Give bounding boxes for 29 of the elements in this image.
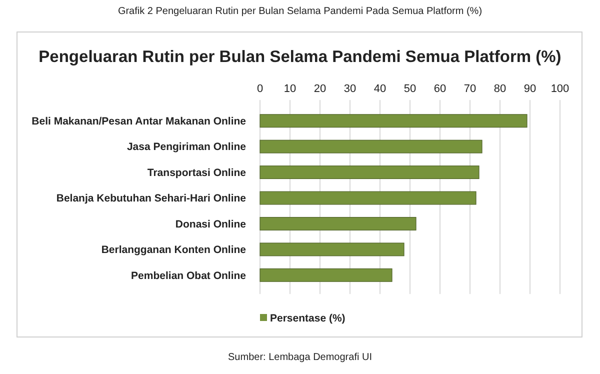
text: Sumber: Lembaga Demografi UI	[228, 352, 372, 363]
x-tick-label: 20	[314, 83, 326, 95]
x-tick-label: 40	[374, 83, 386, 95]
x-tick-label: 60	[434, 83, 446, 95]
y-tick-label: Transportasi Online	[147, 166, 246, 179]
bar	[260, 191, 476, 205]
y-tick-label: Jasa Pengiriman Online	[126, 141, 246, 154]
y-tick-label: Donasi Online	[175, 218, 246, 230]
y-tick-label: Belanja Kebutuhan Sehari-Hari Online	[56, 192, 246, 205]
chart-title: Pengeluaran Rutin per Bulan Selama Pandemi Semua Platform (%)	[38, 48, 562, 66]
y-tick-label: Beli Makanan/Pesan Antar Makanan Online	[32, 116, 246, 128]
legend-label: Persentase (%)	[270, 312, 346, 325]
x-tick-label: 10	[284, 83, 296, 95]
bar	[260, 216, 416, 230]
bar	[260, 166, 480, 180]
x-tick-label: 0	[256, 83, 264, 95]
y-tick-label: Pembelian Obat Online	[131, 270, 246, 282]
chart-subtitle: Grafik 2 Pengeluaran Rutin per Bulan Selama Pandemi Pada Semua Platform (%)	[118, 6, 482, 17]
bar	[260, 268, 392, 282]
x-tick-label: 100	[550, 83, 570, 95]
bar	[260, 140, 482, 154]
bar	[260, 114, 528, 128]
y-tick-label: Berlangganan Konten Online	[101, 244, 246, 256]
x-tick-label: 50	[404, 83, 416, 95]
x-tick-label: 80	[494, 83, 506, 95]
x-tick-label: 30	[344, 83, 356, 95]
x-tick-label: 70	[464, 83, 476, 95]
x-tick-label: 90	[524, 83, 536, 95]
bar	[260, 242, 404, 256]
